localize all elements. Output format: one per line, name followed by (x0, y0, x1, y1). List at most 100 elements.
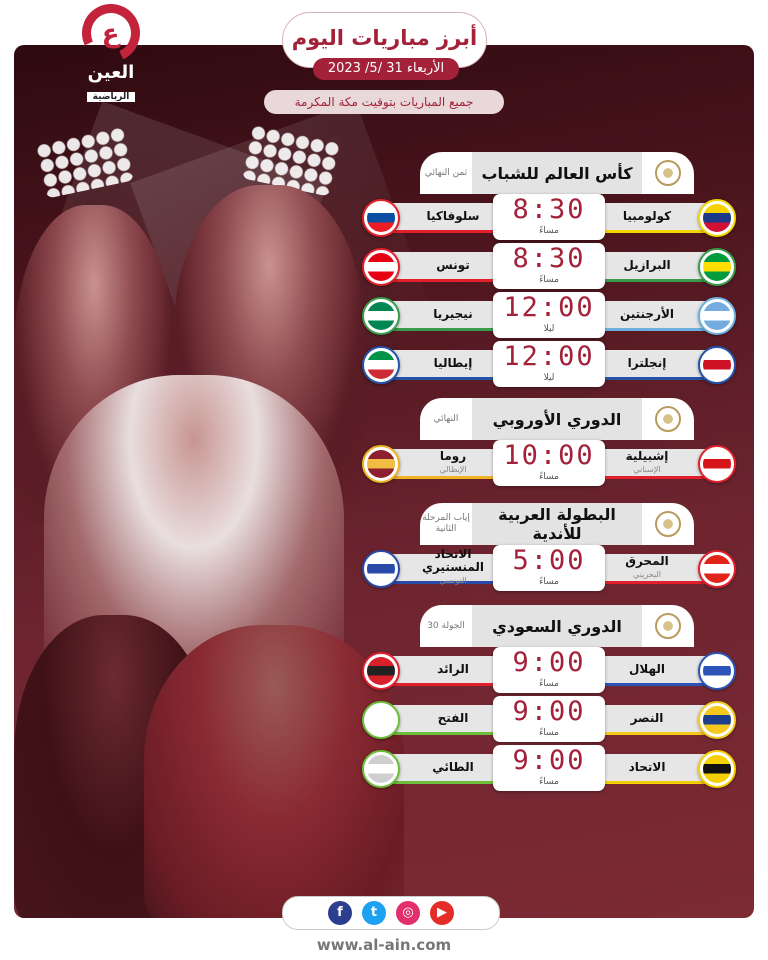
home-team-name: الهلال (628, 662, 666, 676)
home-team-name: إشبيلية (625, 448, 669, 463)
competition-title: البطولة العربية للأندية (472, 503, 642, 545)
round-label: ثمن النهائي (420, 152, 472, 194)
section-header: النهائي الدوري الأوروبي (358, 398, 742, 440)
logo-subtext: الرياضية (86, 92, 136, 102)
home-team-name: النصر (630, 711, 664, 725)
time-digits: 8:30 (512, 194, 586, 225)
match-row[interactable]: الرائد الهلال 9:00 مساءً (358, 647, 742, 696)
home-team-badge (698, 297, 736, 335)
competition-section: ثمن النهائي كأس العالم للشباب سلوفاكيا كولو… (358, 152, 742, 390)
team-flag-icon (367, 253, 395, 281)
competition-logo (642, 398, 694, 440)
away-team-name: الطائي (432, 760, 474, 774)
away-team-name: نيجيريا (433, 307, 473, 321)
home-team-name: الاتحاد (628, 760, 666, 774)
trophy-icon (655, 160, 681, 186)
team-flag-icon (367, 351, 395, 379)
time-period: مساءً (539, 472, 559, 482)
kickoff-time: 5:00 مساءً (493, 545, 605, 591)
team-flag-icon (703, 302, 731, 330)
match-row[interactable]: نيجيريا الأرجنتين 12:00 ليلا (358, 292, 742, 341)
date-badge: الأربعاء 31 /5/ 2023 (313, 58, 459, 80)
competition-logo (642, 152, 694, 194)
home-team: البرازيل (602, 252, 712, 282)
team-flag-icon (367, 555, 395, 583)
competition-title: الدوري السعودي (472, 605, 642, 647)
match-row[interactable]: تونس البرازيل 8:30 مساءً (358, 243, 742, 292)
time-period: مساءً (539, 777, 559, 787)
competition-logo (642, 503, 694, 545)
match-row[interactable]: إيطاليا إنجلترا 12:00 ليلا (358, 341, 742, 390)
team-flag-icon (367, 302, 395, 330)
away-team-name: روما (439, 448, 467, 463)
away-team-badge (362, 248, 400, 286)
home-team: الهلال (602, 656, 712, 686)
time-digits: 12:00 (503, 292, 595, 323)
team-flag-icon (703, 253, 731, 281)
home-team-badge (698, 346, 736, 384)
away-team-badge (362, 701, 400, 739)
time-digits: 12:00 (503, 341, 595, 372)
section-header: ثمن النهائي كأس العالم للشباب (358, 152, 742, 194)
match-row[interactable]: الطائي الاتحاد 9:00 مساءً (358, 745, 742, 794)
match-row[interactable]: سلوفاكيا كولومبيا 8:30 مساءً (358, 194, 742, 243)
trophy-icon (655, 613, 681, 639)
away-team-name: سلوفاكيا (426, 209, 480, 223)
twitter-icon[interactable]: t (362, 901, 386, 925)
home-team-name: البرازيل (623, 258, 671, 272)
kickoff-time: 10:00 مساءً (493, 440, 605, 486)
team-flag-icon (703, 706, 731, 734)
home-team-country: الإسباني (633, 464, 661, 474)
competition-section: إياب المرحلة الثانية البطولة العربية للأن… (358, 503, 742, 594)
away-team-name: الفتح (437, 711, 469, 725)
time-digits: 9:00 (512, 745, 586, 776)
home-team-badge (698, 199, 736, 237)
team-flag-icon (367, 657, 395, 685)
away-team-name: الرائد (437, 662, 469, 676)
away-team-badge (362, 550, 400, 588)
facebook-icon[interactable]: f (328, 901, 352, 925)
home-team-name: الأرجنتين (619, 307, 675, 321)
round-label: إياب المرحلة الثانية (420, 503, 472, 545)
match-row[interactable]: الاتحاد المنستيري التونسي المحرق البحريني 5:… (358, 545, 742, 594)
time-period: مساءً (539, 275, 559, 285)
away-team-badge (362, 652, 400, 690)
away-team: إيطاليا (388, 350, 498, 380)
youtube-icon[interactable]: ▶ (430, 901, 454, 925)
away-team-name: تونس (436, 258, 470, 272)
team-flag-icon (703, 657, 731, 685)
kickoff-time: 8:30 مساءً (493, 194, 605, 240)
time-digits: 10:00 (503, 440, 595, 471)
time-digits: 5:00 (512, 545, 586, 576)
home-team-name: إنجلترا (627, 356, 667, 370)
team-flag-icon (367, 755, 395, 783)
time-period: مساءً (539, 679, 559, 689)
team-flag-icon (703, 755, 731, 783)
home-team-badge (698, 445, 736, 483)
away-team: الرائد (388, 656, 498, 686)
website-url[interactable]: www.al-ain.com (316, 936, 452, 954)
competition-section: النهائي الدوري الأوروبي روما الإيطالي إشبيلي… (358, 398, 742, 489)
away-team: الطائي (388, 754, 498, 784)
away-team: سلوفاكيا (388, 203, 498, 233)
home-team-name: كولومبيا (622, 209, 672, 223)
al-ain-logo: ع العين الرياضية (73, 0, 149, 104)
away-team: روما الإيطالي (388, 449, 498, 479)
team-flag-icon (703, 450, 731, 478)
home-team-badge (698, 248, 736, 286)
competition-logo (642, 605, 694, 647)
away-team: الفتح (388, 705, 498, 735)
team-flag-icon (703, 204, 731, 232)
team-flag-icon (703, 555, 731, 583)
team-flag-icon (367, 706, 395, 734)
match-row[interactable]: روما الإيطالي إشبيلية الإسباني 10:00 مساءً (358, 440, 742, 489)
away-team: نيجيريا (388, 301, 498, 331)
kickoff-time: 9:00 مساءً (493, 696, 605, 742)
team-flag-icon (367, 450, 395, 478)
match-row[interactable]: الفتح النصر 9:00 مساءً (358, 696, 742, 745)
home-team-badge (698, 652, 736, 690)
instagram-icon[interactable]: ◎ (396, 901, 420, 925)
time-period: ليلا (543, 324, 555, 334)
away-team: الاتحاد المنستيري التونسي (388, 548, 498, 585)
social-bar: f t ◎ ▶ (282, 896, 500, 930)
